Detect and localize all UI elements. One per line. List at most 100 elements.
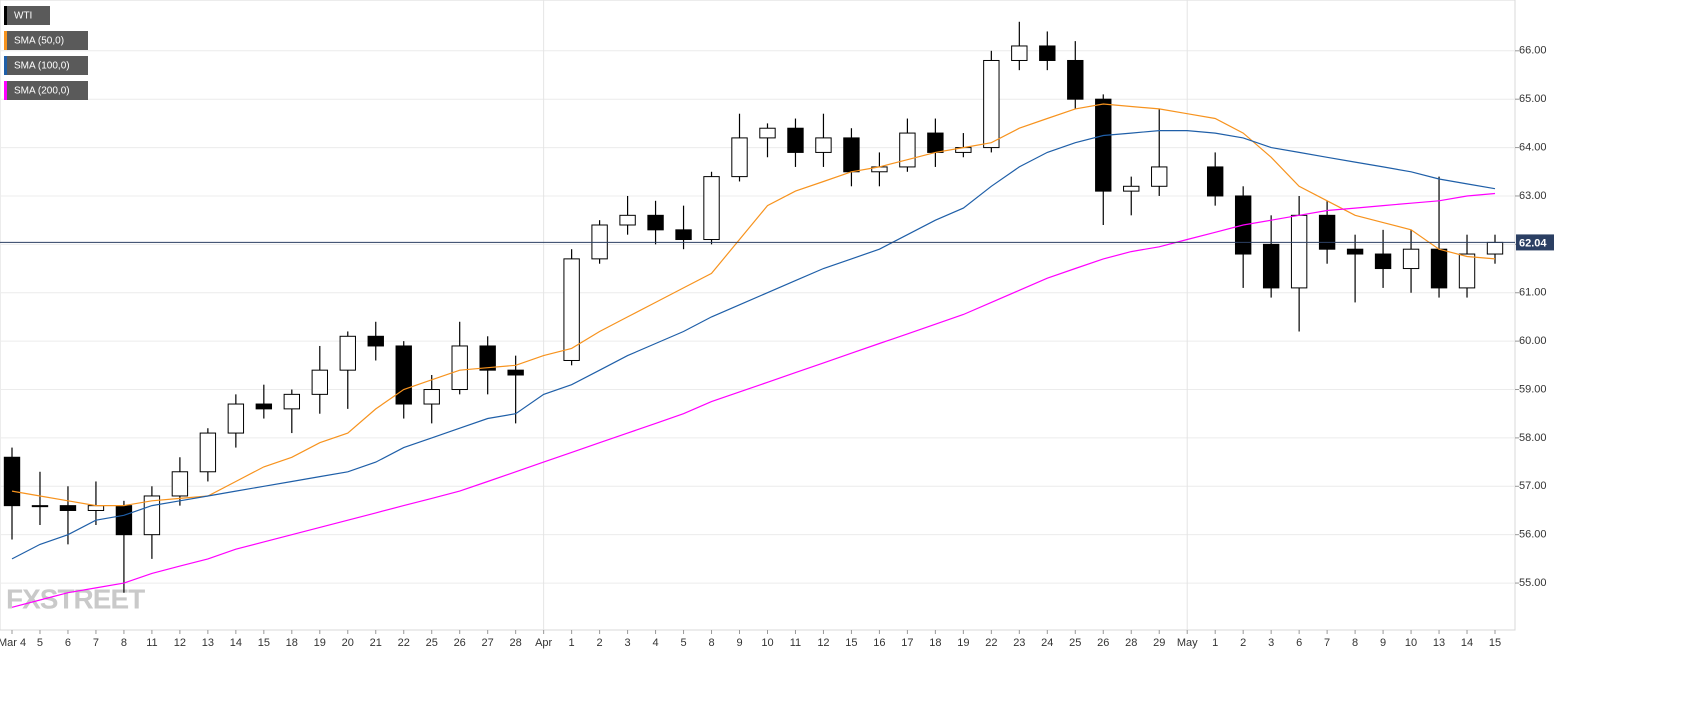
candle-body (1262, 243, 1280, 289)
candle-body (1374, 253, 1392, 270)
legend-swatch (4, 56, 7, 75)
x-tick-label: 28 (1125, 637, 1137, 649)
x-tick-label: 10 (761, 637, 773, 649)
candle-body (983, 59, 1000, 149)
candle-body (199, 432, 217, 473)
candle-body (227, 403, 245, 434)
legend-label: SMA (50,0) (14, 36, 64, 47)
candle-body (87, 505, 105, 511)
candle-body (451, 345, 468, 391)
y-tick-label: 59.00 (1519, 383, 1547, 395)
x-tick-label: 25 (426, 637, 438, 649)
x-tick-label: 5 (680, 637, 686, 649)
y-tick-label: 63.00 (1519, 190, 1547, 202)
y-tick-label: 56.00 (1519, 529, 1547, 541)
x-tick-label: 27 (482, 637, 494, 649)
legend-box (4, 56, 88, 75)
candle-body (1011, 45, 1028, 61)
candle-body (703, 176, 720, 241)
candle-body (3, 456, 21, 507)
candle-body (143, 495, 161, 536)
x-tick-label: 7 (93, 637, 99, 649)
x-tick-label: 26 (454, 637, 466, 649)
candle-body (1290, 214, 1308, 289)
x-tick-label: 16 (873, 637, 885, 649)
x-tick-label: 10 (1405, 637, 1417, 649)
sma-line (11, 192, 1496, 608)
candle-body (1206, 166, 1224, 197)
candle-body (31, 505, 49, 508)
candle-body (395, 345, 412, 405)
candle-body (759, 127, 776, 139)
x-tick-label: 15 (845, 637, 857, 649)
candle-body (171, 471, 189, 497)
x-tick-label: 8 (708, 637, 714, 649)
x-tick-label: 29 (1153, 637, 1165, 649)
last-price-box (1516, 234, 1554, 251)
candle-body (311, 369, 328, 395)
x-tick-label: May (1177, 637, 1198, 649)
candle-body (423, 389, 440, 405)
candle-body (1486, 241, 1504, 255)
candle-body (283, 393, 301, 410)
x-tick-label: 7 (1324, 637, 1330, 649)
x-tick-label: 22 (985, 637, 997, 649)
x-tick-label: 11 (146, 637, 157, 649)
x-tick-label: 26 (1097, 637, 1109, 649)
candle-body (843, 137, 860, 173)
candle-body (787, 127, 804, 153)
plot-area (0, 0, 1516, 631)
x-tick-label: 14 (1461, 637, 1473, 649)
x-tick-label: 19 (314, 637, 326, 649)
x-tick-label: Mar 4 (0, 637, 26, 649)
candle-body (927, 132, 944, 153)
x-tick-label: 11 (790, 637, 801, 649)
candle-body (1123, 185, 1140, 192)
candle-body (1430, 248, 1448, 289)
y-tick-label: 65.00 (1519, 93, 1547, 105)
candle-body (647, 214, 664, 231)
x-tick-label: 20 (342, 637, 354, 649)
x-tick-label: 21 (370, 637, 382, 649)
legend-swatch (4, 6, 7, 25)
y-tick-label: 61.00 (1519, 287, 1547, 299)
legend-box (4, 31, 88, 50)
legend-box (4, 81, 88, 100)
sma-line (11, 103, 1496, 507)
candle-body (815, 137, 832, 153)
candle-body (115, 505, 133, 536)
x-tick-label: 24 (1041, 637, 1053, 649)
y-tick-label: 57.00 (1519, 480, 1547, 492)
y-tick-label: 58.00 (1519, 432, 1547, 444)
x-tick-label: 22 (398, 637, 410, 649)
legend-swatch (4, 81, 7, 100)
candle-body (1458, 253, 1476, 289)
candle-body (731, 137, 748, 178)
x-tick-label: 18 (286, 637, 298, 649)
candle-body (1346, 248, 1364, 255)
legend-box (4, 6, 50, 25)
candle-body (563, 258, 580, 361)
x-tick-label: 13 (202, 637, 214, 649)
candle-body (1067, 59, 1084, 100)
x-tick-label: 18 (929, 637, 941, 649)
x-tick-label: 8 (1352, 637, 1358, 649)
x-tick-label: 14 (230, 637, 242, 649)
candle-body (507, 369, 524, 376)
x-tick-label: 13 (1433, 637, 1445, 649)
candle-body (479, 345, 496, 371)
candle-body (1039, 45, 1056, 61)
sma-line (11, 130, 1496, 560)
y-tick-label: 55.00 (1519, 577, 1547, 589)
x-tick-label: 25 (1069, 637, 1081, 649)
legend-swatch (4, 31, 7, 50)
candle-body (675, 229, 692, 241)
candle-body (59, 505, 77, 511)
candle-body (1402, 248, 1420, 270)
watermark: FXSTREET (6, 583, 145, 614)
x-tick-label: 19 (957, 637, 969, 649)
y-tick-label: 60.00 (1519, 335, 1547, 347)
x-tick-label: 3 (1268, 637, 1274, 649)
x-tick-label: 9 (736, 637, 742, 649)
x-tick-label: 2 (597, 637, 603, 649)
